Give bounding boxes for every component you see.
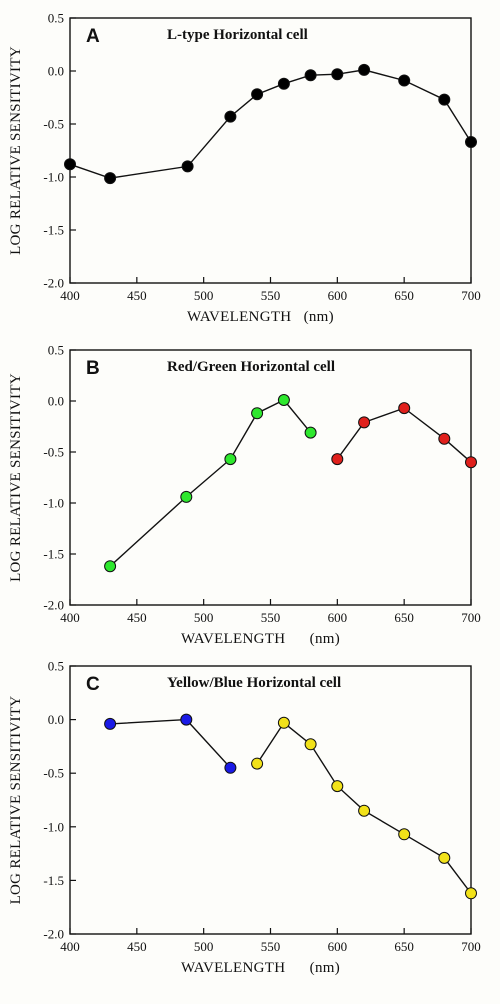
data-point bbox=[104, 717, 117, 730]
data-point bbox=[251, 407, 264, 420]
data-point bbox=[104, 560, 117, 573]
x-tick-label: 550 bbox=[261, 939, 281, 954]
y-tick-label: -2.0 bbox=[43, 276, 64, 291]
x-axis-title: WAVELENGTH (nm) bbox=[187, 309, 334, 325]
data-point bbox=[251, 757, 264, 770]
y-tick-label: 0.0 bbox=[48, 712, 64, 727]
series-line bbox=[69, 69, 472, 179]
y-tick-label: 0.0 bbox=[48, 64, 64, 79]
data-point bbox=[180, 713, 193, 726]
data-point bbox=[398, 828, 411, 841]
panel-title: L-type Horizontal cell bbox=[167, 27, 308, 43]
data-point bbox=[465, 456, 477, 469]
data-point bbox=[438, 93, 451, 106]
panel-a: 400 450 500 550 600 650 700 0.5 0.0 -0.5 -1.0 -1.5 -… bbox=[8, 11, 481, 326]
y-axis-title: LOG RELATIVE SENSITIVITY bbox=[8, 696, 24, 905]
y-tick-label: -1.0 bbox=[43, 819, 64, 834]
x-tick-label: 450 bbox=[127, 610, 147, 625]
x-tick-label: 550 bbox=[261, 288, 281, 303]
y-tick-label: 0.5 bbox=[48, 659, 64, 674]
data-point bbox=[180, 490, 193, 503]
y-tick-label: -1.5 bbox=[43, 547, 64, 562]
data-point bbox=[104, 172, 117, 185]
data-point bbox=[465, 136, 477, 148]
data-point bbox=[224, 453, 237, 466]
data-point bbox=[358, 804, 371, 817]
data-point bbox=[181, 160, 194, 173]
x-tick-label: 500 bbox=[194, 288, 214, 303]
y-tick-label: -0.5 bbox=[43, 445, 64, 460]
y-tick-label: -2.0 bbox=[43, 927, 64, 942]
y-tick-label: -1.0 bbox=[43, 496, 64, 511]
y-tick-label: -0.5 bbox=[43, 766, 64, 781]
x-tick-label: 600 bbox=[328, 610, 348, 625]
data-point bbox=[304, 69, 317, 82]
y-tick-label: -1.5 bbox=[43, 223, 64, 238]
x-tick-label: 550 bbox=[261, 610, 281, 625]
x-tick-label: 650 bbox=[394, 939, 414, 954]
x-axis-title: WAVELENGTH (nm) bbox=[181, 960, 340, 976]
data-point bbox=[331, 453, 344, 466]
data-point bbox=[224, 761, 237, 774]
y-axis-title: LOG RELATIVE SENSITIVITY bbox=[8, 373, 24, 582]
panel-title: Yellow/Blue Horizontal cell bbox=[167, 675, 341, 691]
data-point bbox=[438, 851, 451, 864]
y-tick-label: -2.0 bbox=[43, 598, 64, 613]
panel-letter: A bbox=[86, 26, 100, 47]
x-tick-label: 700 bbox=[461, 288, 481, 303]
x-tick-label: 400 bbox=[60, 610, 80, 625]
y-tick-label: 0.0 bbox=[48, 394, 64, 409]
plot-frame bbox=[69, 665, 472, 935]
panel-b: 400 450 500 550 600 650 700 0.5 0.0 -0.5 -1.0 -1.5 -… bbox=[8, 343, 481, 648]
data-point bbox=[398, 74, 411, 87]
x-tick-label: 650 bbox=[394, 610, 414, 625]
data-point bbox=[465, 887, 477, 900]
y-tick-label: 0.5 bbox=[48, 343, 64, 358]
x-axis-title: WAVELENGTH (nm) bbox=[181, 631, 340, 647]
data-point bbox=[331, 68, 344, 81]
data-point bbox=[358, 63, 371, 76]
x-tick-label: 450 bbox=[127, 288, 147, 303]
data-point bbox=[277, 394, 290, 406]
data-point bbox=[224, 110, 237, 123]
x-tick-label: 500 bbox=[194, 610, 214, 625]
x-tick-label: 600 bbox=[328, 288, 348, 303]
plot-frame bbox=[69, 349, 472, 606]
series-line bbox=[109, 399, 312, 567]
x-tick-label: 400 bbox=[60, 939, 80, 954]
y-tick-label: -1.5 bbox=[43, 873, 64, 888]
x-tick-label: 700 bbox=[461, 610, 481, 625]
data-point bbox=[277, 716, 290, 729]
y-tick-label: 0.5 bbox=[48, 11, 64, 26]
y-tick-label: -0.5 bbox=[43, 117, 64, 132]
panel-c: 400 450 500 550 600 650 700 0.5 0.0 -0.5 -1.0 -1.5 -… bbox=[8, 659, 481, 977]
data-point bbox=[304, 738, 317, 751]
data-point bbox=[358, 416, 371, 429]
series-line bbox=[110, 718, 231, 769]
data-point bbox=[251, 88, 264, 101]
data-point bbox=[331, 780, 344, 793]
x-tick-label: 450 bbox=[127, 939, 147, 954]
data-point bbox=[64, 158, 76, 171]
y-tick-label: -1.0 bbox=[43, 170, 64, 185]
x-tick-label: 700 bbox=[461, 939, 481, 954]
data-point bbox=[304, 426, 317, 439]
y-axis-title: LOG RELATIVE SENSITIVITY bbox=[8, 46, 24, 255]
x-tick-label: 400 bbox=[60, 288, 80, 303]
panel-letter: C bbox=[86, 674, 100, 695]
series-line bbox=[336, 407, 472, 463]
x-tick-label: 600 bbox=[328, 939, 348, 954]
data-point bbox=[438, 432, 451, 445]
plot-frame bbox=[69, 17, 472, 284]
panel-title: Red/Green Horizontal cell bbox=[167, 359, 335, 375]
x-tick-label: 500 bbox=[194, 939, 214, 954]
panel-letter: B bbox=[86, 358, 100, 379]
data-point bbox=[277, 77, 290, 90]
x-tick-label: 650 bbox=[394, 288, 414, 303]
data-point bbox=[398, 402, 411, 415]
